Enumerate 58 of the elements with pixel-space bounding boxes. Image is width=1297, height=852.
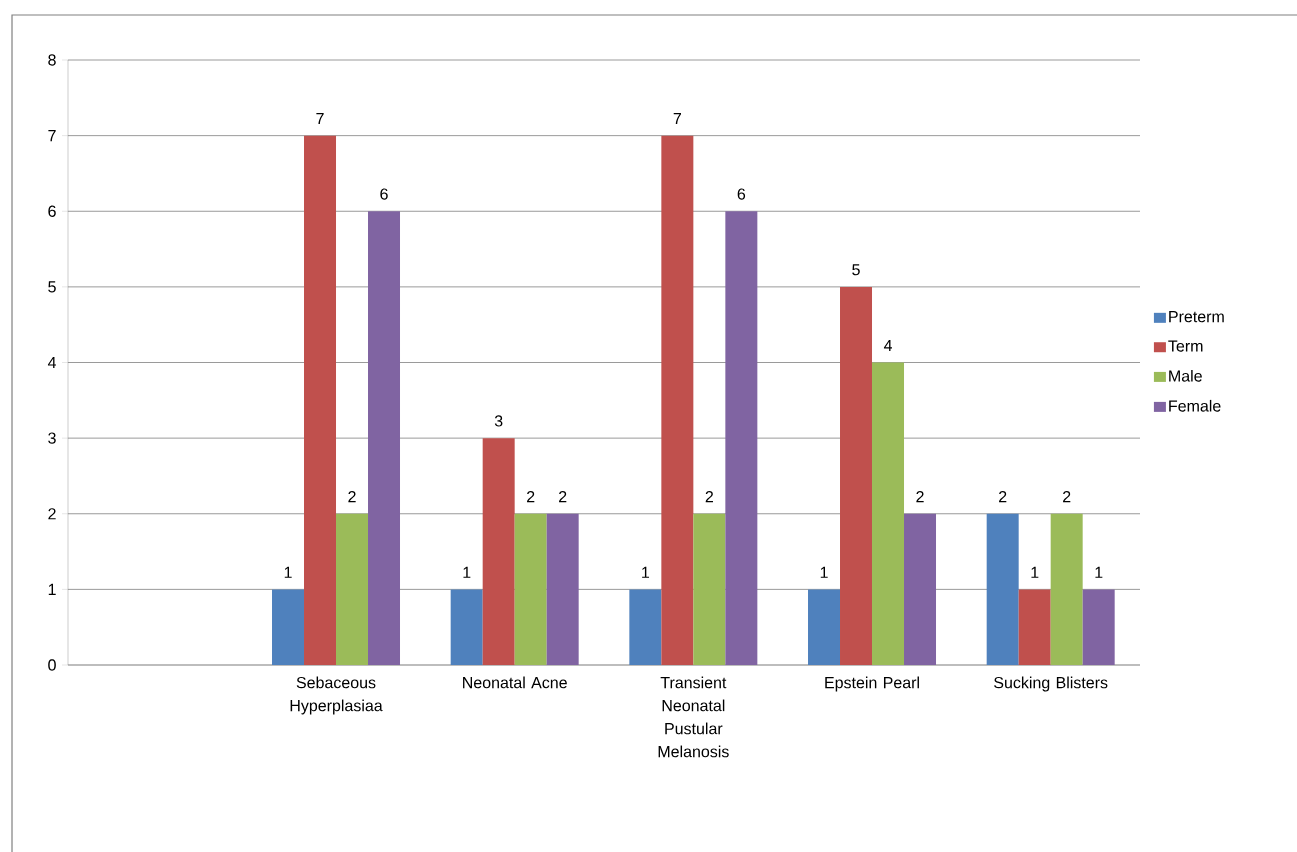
bar — [872, 362, 905, 665]
bar — [514, 513, 547, 665]
data-label: 5 — [852, 264, 860, 276]
bar — [661, 135, 694, 665]
data-label: 2 — [705, 491, 713, 503]
data-label: 1 — [284, 566, 292, 578]
bar — [482, 438, 515, 665]
bar — [808, 589, 841, 665]
bar — [272, 589, 305, 665]
bar — [629, 589, 662, 665]
bar — [725, 211, 758, 665]
data-label: 2 — [999, 491, 1007, 503]
y-tick-label: 7 — [48, 130, 56, 142]
bar — [840, 286, 873, 665]
bar — [450, 589, 483, 665]
data-label: 2 — [348, 491, 356, 503]
legend-label: Term — [1168, 340, 1203, 352]
bar — [368, 211, 401, 665]
legend-label: Male — [1169, 369, 1202, 382]
data-label: 2 — [916, 491, 924, 503]
bar — [1082, 589, 1115, 665]
y-tick-label: 0 — [48, 659, 56, 671]
bar — [1018, 589, 1051, 665]
x-tick-label: Transient Neonatal Pustular Melanosis — [658, 676, 729, 758]
data-label: 1 — [642, 566, 650, 578]
y-tick-label: 1 — [48, 583, 56, 595]
data-label: 2 — [559, 491, 567, 503]
y-tick-label: 4 — [47, 356, 57, 369]
legend-label: Female — [1169, 399, 1221, 412]
y-tick-label: 5 — [48, 281, 56, 293]
data-label: 1 — [1095, 566, 1103, 578]
data-label: 7 — [316, 113, 324, 125]
bar — [546, 513, 579, 665]
bar — [986, 513, 1019, 665]
bar — [304, 135, 337, 665]
data-label: 3 — [494, 415, 503, 427]
data-label: 1 — [820, 566, 828, 578]
bar — [1050, 513, 1083, 665]
x-tick-label: Sucking Blisters — [994, 676, 1108, 692]
data-label: 7 — [673, 113, 681, 125]
legend-label: Preterm — [1169, 311, 1224, 323]
y-tick-label: 6 — [48, 205, 56, 217]
bar — [904, 513, 937, 665]
data-label: 4 — [883, 339, 892, 351]
data-label: 2 — [1063, 491, 1071, 503]
bar — [693, 513, 726, 665]
bar — [336, 513, 369, 665]
y-tick-label: 2 — [48, 508, 56, 520]
x-tick-label: Epstein Pearl — [825, 676, 919, 692]
y-tick-label: 3 — [48, 432, 56, 444]
data-label: 1 — [463, 566, 471, 578]
data-label: 6 — [380, 188, 388, 200]
y-tick-label: 8 — [48, 54, 56, 66]
x-tick-label: Sebaceous Hyperplasiaa — [290, 676, 383, 715]
data-label: 1 — [1031, 566, 1039, 578]
data-label: 6 — [737, 188, 746, 200]
data-label: 2 — [527, 491, 535, 503]
x-tick-label: Neonatal Acne — [463, 676, 567, 689]
